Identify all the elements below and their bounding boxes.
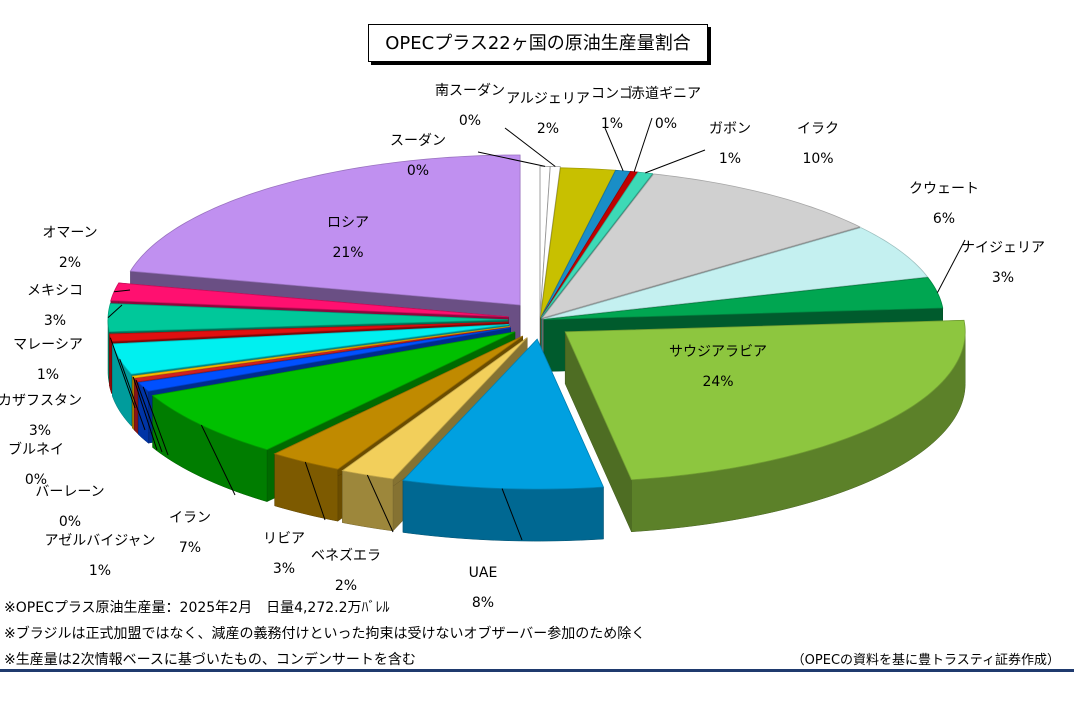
slice-percent-label: 1% bbox=[601, 116, 623, 132]
slice-name-label: ベネズエラ bbox=[311, 548, 381, 564]
leader-line bbox=[119, 359, 146, 431]
slice-name-label: UAE bbox=[469, 565, 498, 581]
leader-line bbox=[645, 149, 706, 174]
slice-percent-label: 3% bbox=[992, 270, 1014, 286]
slice-name-label: アルジェリア bbox=[506, 91, 590, 107]
slice-side bbox=[342, 470, 394, 532]
note-brazil: ※ブラジルは正式加盟ではなく、減産の義務付けといった拘束は受けないオブザーバー参… bbox=[4, 626, 646, 642]
slice-percent-label: 3% bbox=[273, 561, 295, 577]
slice-name-label: イラク bbox=[797, 121, 839, 137]
leader-line bbox=[304, 461, 326, 521]
leader-line bbox=[477, 151, 546, 167]
slice-percent-label: 1% bbox=[89, 563, 111, 579]
slice-name-label: ロシア bbox=[327, 215, 369, 231]
leader-line bbox=[135, 379, 163, 453]
leader-line bbox=[604, 127, 624, 172]
leader-line bbox=[633, 117, 653, 172]
slice-name-label: ナイジェリア bbox=[961, 240, 1045, 256]
slice-name-label: ガボン bbox=[709, 121, 751, 137]
slice-name-label: オマーン bbox=[42, 225, 97, 241]
slice-ベネズエラ bbox=[341, 337, 528, 480]
leader-line bbox=[109, 337, 136, 409]
footer-divider bbox=[0, 669, 1074, 672]
slice-name-label: バーレーン bbox=[35, 484, 104, 500]
slice-ガボン bbox=[540, 171, 654, 318]
slice-percent-label: 24% bbox=[702, 374, 733, 390]
chart-title: OPECプラス22ヶ国の原油生産量割合 bbox=[368, 24, 708, 62]
slice-name-label: コンゴ bbox=[591, 85, 633, 102]
slice-name-label: サウジアラビア bbox=[669, 344, 767, 360]
leader-line bbox=[501, 488, 523, 541]
leader-line bbox=[504, 127, 556, 167]
slice-ナイジェリア bbox=[543, 277, 944, 320]
slice-アゼルバイジャン bbox=[137, 327, 511, 392]
slice-percent-label: 0% bbox=[459, 113, 481, 129]
slice-percent-label: 2% bbox=[59, 255, 81, 271]
slice-name-label: クウェート bbox=[909, 181, 979, 197]
slice-percent-label: 1% bbox=[719, 151, 741, 167]
slice-クウェート bbox=[543, 227, 929, 320]
slice-side bbox=[109, 333, 112, 394]
slice-side bbox=[402, 480, 604, 542]
slice-UAE bbox=[402, 338, 605, 490]
leader-lines bbox=[107, 117, 966, 541]
slice-percent-label: 2% bbox=[537, 121, 559, 137]
slice-percent-label: 8% bbox=[472, 595, 494, 611]
slice-name-label: ブルネイ bbox=[8, 441, 64, 458]
leader-line bbox=[142, 386, 169, 456]
pie-slices bbox=[107, 154, 966, 542]
slice-name-label: 赤道ギニア bbox=[631, 86, 701, 102]
leader-line bbox=[107, 304, 123, 318]
slice-name-label: イラン bbox=[169, 510, 211, 526]
slice-アルジェリア bbox=[540, 167, 616, 318]
slice-name-label: メキシコ bbox=[27, 283, 83, 299]
slice-percent-label: 2% bbox=[335, 578, 357, 594]
slice-イラク bbox=[541, 173, 861, 319]
slice-percent-label: 0% bbox=[655, 116, 677, 132]
slice-percent-label: 21% bbox=[332, 245, 363, 261]
slice-percent-label: 6% bbox=[933, 211, 955, 227]
slice-name-label: カザフスタン bbox=[0, 393, 82, 409]
slice-labels: スーダン 0% 南スーダン 0% アルジェリア 2% コンゴ 1% 赤道ギニア 0% ガボン 1% イラ… bbox=[0, 83, 1045, 611]
slice-リビア bbox=[273, 335, 523, 470]
slice-percent-label: 7% bbox=[179, 540, 201, 556]
slice-percent-label: 0% bbox=[407, 163, 429, 179]
slice-name-label: スーダン bbox=[390, 133, 446, 149]
leader-line bbox=[114, 289, 131, 293]
slice-ロシア bbox=[129, 154, 521, 306]
slice-name-label: アゼルバイジャン bbox=[44, 533, 155, 549]
leader-line bbox=[132, 376, 158, 451]
slice-percent-label: 10% bbox=[802, 151, 833, 167]
slice-サウジアラビア bbox=[564, 319, 966, 481]
leader-line bbox=[200, 424, 236, 496]
source-note: （OPECの資料を基に豊トラスティ証券作成） bbox=[791, 653, 1060, 668]
slice-南スーダン bbox=[539, 166, 561, 317]
leader-line bbox=[936, 239, 966, 293]
slice-name-label: リビア bbox=[263, 531, 305, 547]
slice-name-label: マレーシア bbox=[13, 337, 83, 353]
slice-percent-label: 3% bbox=[29, 423, 51, 439]
slice-percent-label: 3% bbox=[44, 313, 66, 329]
slice-percent-label: 0% bbox=[59, 514, 81, 530]
slice-percent-label: 1% bbox=[37, 367, 59, 383]
leader-line bbox=[366, 474, 394, 533]
slice-オマーン bbox=[110, 282, 509, 318]
slice-name-label: 南スーダン bbox=[435, 83, 505, 99]
note-basis: ※生産量は2次情報ベースに基づいたもの、コンデンサートを含む bbox=[4, 652, 416, 668]
note-production: ※OPECプラス原油生産量：2025年2月 日量4,272.2万ﾊﾞﾚﾙ bbox=[4, 600, 390, 616]
slice-percent-label: 0% bbox=[25, 472, 47, 488]
